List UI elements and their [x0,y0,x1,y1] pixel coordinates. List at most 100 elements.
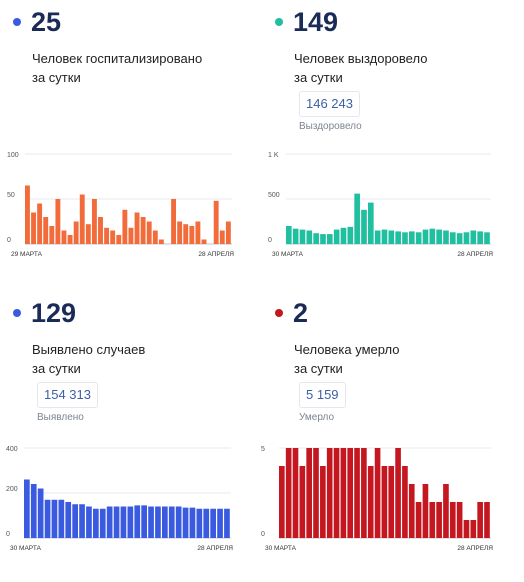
bar [201,239,207,244]
recovered-desc-line1: Человек выздоровело [294,51,428,66]
deaths-desc-line1: Человека умерло [294,342,400,357]
hospitalized-dot-icon [13,18,21,26]
bar [85,224,91,244]
bar [422,484,429,538]
bar [140,217,146,244]
bar [484,232,490,244]
bar [299,229,306,244]
cases-total-caption: Выявлено [37,412,84,423]
bar [141,505,147,538]
bar [484,502,490,538]
bar [320,234,326,244]
bar [306,448,312,538]
bar [217,508,223,538]
y-tick-label: 0 [7,237,11,244]
hospitalized-desc-line1: Человек госпитализировано [32,51,203,66]
bar [470,230,477,244]
deaths-total: 5 159 [299,382,346,408]
bar [374,230,381,244]
bar [79,504,85,538]
x-end-label: 28 апреля [197,545,233,552]
bar [299,466,306,538]
bar [116,235,122,244]
bar [61,230,67,244]
recovered-value: 149 [293,7,339,37]
hospitalized-value: 25 [31,7,62,37]
y-tick-label: 0 [6,531,10,538]
bar [58,499,65,538]
bar [429,502,436,538]
bar [449,502,456,538]
bar [456,233,463,244]
deaths-desc-line2: за сутки [294,361,343,376]
bar [37,203,43,244]
bar [436,502,442,538]
bar [98,217,103,244]
bar [152,230,158,244]
bar [73,221,79,244]
bar [436,229,442,244]
y-tick-label: 0 [268,237,272,244]
bar [313,448,319,538]
cases-desc-line1: Выявлено случаев [32,342,146,357]
bar [279,466,285,538]
bar [443,484,449,538]
cases-panel: 129 Выявлено случаев за сутки 154 313 Вы… [0,291,252,582]
bar [408,484,415,538]
bar [127,506,134,538]
bar [195,221,201,244]
bar [25,185,30,244]
bar [155,506,161,538]
bar [225,221,231,244]
bar [361,209,367,244]
bar [388,466,395,538]
bar [477,502,483,538]
bar [162,506,168,538]
bar [91,199,97,244]
bar [450,232,456,244]
bar [326,448,333,538]
bar [368,202,374,244]
bar [313,233,319,244]
bar [51,499,58,538]
cases-description: Выявлено случаев за сутки [32,340,232,378]
hospitalized-description: Человек госпитализировано за сутки [32,49,232,87]
bar [320,466,326,538]
x-start-label: 30 марта [272,251,304,258]
cases-value: 129 [31,298,77,328]
bar [182,507,189,538]
bar [333,229,340,244]
bar [37,488,44,538]
bar [189,226,195,244]
bar [189,507,196,538]
bar [79,194,85,244]
bar [409,231,415,244]
bar [402,232,408,244]
bar [99,508,106,538]
bar [292,228,299,244]
bar [30,484,37,538]
bar [333,448,340,538]
bar [93,508,99,538]
x-end-label: 28 апреля [198,251,234,258]
x-start-label: 30 марта [265,545,297,552]
bar [347,226,354,244]
recovered-total-caption: Выздоровело [299,121,362,132]
bar [361,448,367,538]
y-tick-label: 5 [261,446,265,453]
bar [395,448,401,538]
bar [374,448,381,538]
bar [286,226,292,244]
bar [340,227,347,244]
bar [203,508,210,538]
y-tick-label: 200 [6,486,18,493]
bar [110,230,116,244]
bar [367,466,374,538]
deaths-description: Человека умерло за сутки [294,340,494,378]
cases-total: 154 313 [37,382,98,408]
bar [381,466,388,538]
bar [134,505,141,538]
bar [456,502,463,538]
